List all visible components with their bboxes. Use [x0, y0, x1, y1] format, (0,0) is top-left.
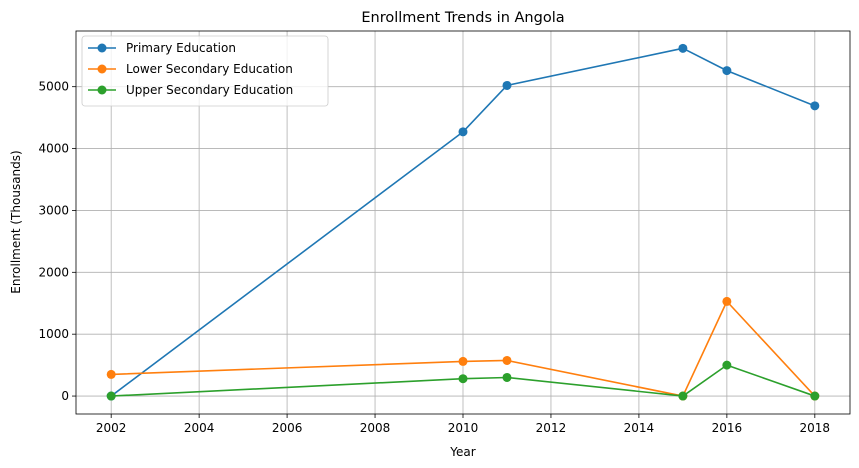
- legend-label: Lower Secondary Education: [126, 62, 293, 76]
- data-point: [678, 391, 688, 401]
- series-layer: [106, 43, 820, 401]
- x-tick-label: 2010: [448, 421, 479, 435]
- data-point: [458, 374, 468, 384]
- series-line: [111, 300, 816, 397]
- y-tick-label: 3000: [38, 203, 69, 217]
- data-point: [458, 356, 468, 366]
- legend-label: Upper Secondary Education: [126, 83, 293, 97]
- data-point: [458, 127, 468, 137]
- series-line: [110, 47, 816, 397]
- x-tick-label: 2014: [624, 421, 655, 435]
- x-axis: 2002 2004 2006 2008 2010 2012 2014 2016 2018: [96, 414, 830, 435]
- data-point: [722, 296, 732, 306]
- legend-entry: Upper Secondary Education: [88, 83, 293, 97]
- y-tick-label: 0: [61, 389, 69, 403]
- x-tick-label: 2016: [712, 421, 743, 435]
- legend-entry: Primary Education: [88, 41, 236, 55]
- legend-entry: Lower Secondary Education: [88, 62, 293, 76]
- y-tick-label: 5000: [38, 80, 69, 94]
- legend-marker: [97, 43, 107, 53]
- x-tick-label: 2018: [800, 421, 831, 435]
- legend-marker: [97, 85, 107, 95]
- legend: Primary Education Lower Secondary Educati…: [81, 35, 329, 107]
- grid: [76, 31, 850, 414]
- x-tick-label: 2002: [96, 421, 127, 435]
- data-point: [502, 372, 512, 382]
- legend-marker: [97, 64, 107, 74]
- series-line: [111, 364, 816, 397]
- x-axis-label: Year: [449, 445, 475, 459]
- y-axis-label: Enrollment (Thousands): [9, 150, 23, 293]
- data-point: [106, 391, 116, 401]
- y-tick-label: 4000: [38, 142, 69, 156]
- data-point: [810, 391, 820, 401]
- y-axis: 0 1000 2000 3000 4000 5000: [38, 80, 76, 403]
- x-tick-label: 2006: [272, 421, 303, 435]
- y-tick-label: 2000: [38, 265, 69, 279]
- x-tick-label: 2008: [360, 421, 391, 435]
- data-point: [502, 355, 512, 365]
- x-tick-label: 2004: [184, 421, 215, 435]
- series-3: [106, 360, 820, 401]
- data-point: [722, 66, 732, 76]
- data-point: [502, 80, 512, 90]
- y-tick-label: 1000: [38, 327, 69, 341]
- legend-box: [81, 35, 329, 107]
- x-tick-label: 2012: [536, 421, 567, 435]
- data-point: [678, 43, 688, 53]
- chart-title: Enrollment Trends in Angola: [361, 10, 564, 26]
- legend-label: Primary Education: [126, 41, 236, 55]
- data-point: [722, 360, 732, 370]
- data-point: [810, 101, 820, 111]
- data-point: [106, 369, 116, 379]
